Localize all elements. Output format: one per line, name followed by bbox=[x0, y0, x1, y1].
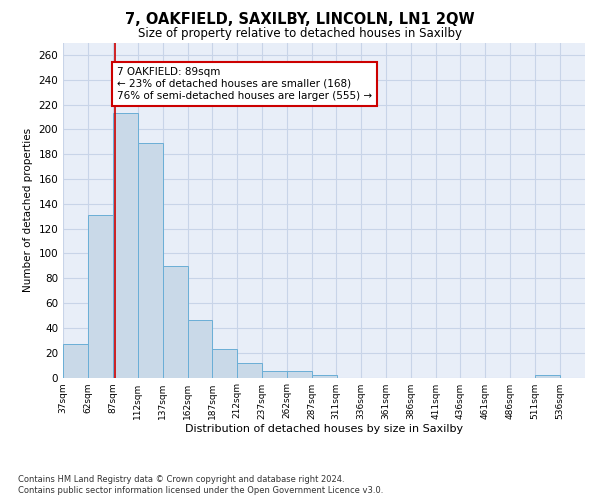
Bar bbox=[535, 375, 560, 378]
Text: 7, OAKFIELD, SAXILBY, LINCOLN, LN1 2QW: 7, OAKFIELD, SAXILBY, LINCOLN, LN1 2QW bbox=[125, 12, 475, 28]
Y-axis label: Number of detached properties: Number of detached properties bbox=[23, 128, 33, 292]
Text: Contains HM Land Registry data © Crown copyright and database right 2024.: Contains HM Land Registry data © Crown c… bbox=[18, 475, 344, 484]
Text: 7 OAKFIELD: 89sqm
← 23% of detached houses are smaller (168)
76% of semi-detache: 7 OAKFIELD: 89sqm ← 23% of detached hous… bbox=[117, 68, 372, 100]
Text: Contains public sector information licensed under the Open Government Licence v3: Contains public sector information licen… bbox=[18, 486, 383, 495]
Bar bbox=[287, 372, 312, 378]
Bar bbox=[163, 266, 188, 378]
Bar bbox=[63, 344, 88, 378]
Bar bbox=[238, 362, 262, 378]
Bar bbox=[188, 320, 212, 378]
Bar bbox=[138, 143, 163, 378]
Bar bbox=[262, 372, 287, 378]
Bar bbox=[88, 215, 113, 378]
Text: Size of property relative to detached houses in Saxilby: Size of property relative to detached ho… bbox=[138, 28, 462, 40]
Bar bbox=[312, 375, 337, 378]
X-axis label: Distribution of detached houses by size in Saxilby: Distribution of detached houses by size … bbox=[185, 424, 463, 434]
Bar bbox=[113, 113, 138, 378]
Bar bbox=[212, 349, 238, 378]
